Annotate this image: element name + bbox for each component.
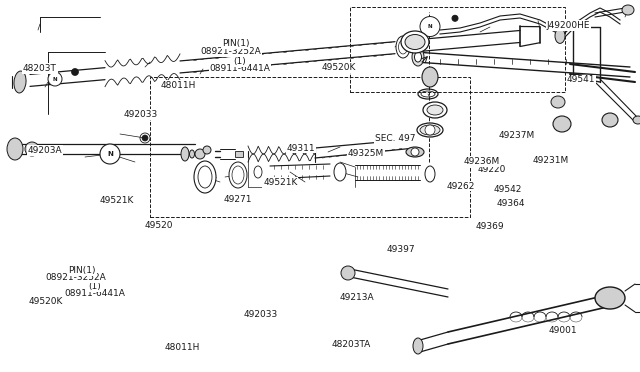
Text: (1): (1) xyxy=(88,282,101,291)
Text: 49311: 49311 xyxy=(287,144,315,153)
Text: PIN(1): PIN(1) xyxy=(68,266,95,275)
Ellipse shape xyxy=(396,36,410,58)
Text: 49271: 49271 xyxy=(224,195,252,203)
Text: N: N xyxy=(428,24,432,29)
Text: 08911-6441A: 08911-6441A xyxy=(209,64,271,73)
Text: 48203T: 48203T xyxy=(23,64,56,73)
Text: N: N xyxy=(52,77,58,81)
Ellipse shape xyxy=(181,147,189,161)
Text: 49364: 49364 xyxy=(497,199,525,208)
Ellipse shape xyxy=(555,28,565,44)
Ellipse shape xyxy=(602,113,618,127)
Ellipse shape xyxy=(14,71,26,93)
Ellipse shape xyxy=(341,266,355,280)
Ellipse shape xyxy=(406,147,424,157)
Text: 49521K: 49521K xyxy=(263,178,298,187)
Text: 48011H: 48011H xyxy=(160,81,196,90)
Text: 49203A: 49203A xyxy=(28,146,62,155)
Text: 49262: 49262 xyxy=(447,182,475,190)
Ellipse shape xyxy=(232,166,244,184)
Text: 49520: 49520 xyxy=(145,221,173,230)
Text: 49236M: 49236M xyxy=(463,157,499,166)
Text: 49520K: 49520K xyxy=(29,297,63,306)
Text: 492033: 492033 xyxy=(124,110,158,119)
Bar xyxy=(150,77,470,217)
Bar xyxy=(235,151,243,157)
Text: J49200HE: J49200HE xyxy=(547,21,590,30)
Text: 49521K: 49521K xyxy=(99,196,134,205)
Text: 08921-3252A: 08921-3252A xyxy=(200,47,260,56)
Text: 49325M: 49325M xyxy=(348,149,384,158)
Text: 49001: 49001 xyxy=(549,326,577,335)
Ellipse shape xyxy=(633,116,640,124)
Text: 49397: 49397 xyxy=(387,246,415,254)
Ellipse shape xyxy=(420,125,440,135)
Ellipse shape xyxy=(551,96,565,108)
Text: 49220: 49220 xyxy=(477,165,506,174)
Circle shape xyxy=(25,142,39,156)
Text: 48203TA: 48203TA xyxy=(331,340,371,349)
Text: 49369: 49369 xyxy=(476,222,504,231)
Ellipse shape xyxy=(423,102,447,118)
Circle shape xyxy=(195,149,205,159)
Ellipse shape xyxy=(254,166,262,178)
Ellipse shape xyxy=(427,105,443,115)
Ellipse shape xyxy=(595,287,625,309)
Bar xyxy=(350,7,565,92)
Ellipse shape xyxy=(198,166,212,188)
Ellipse shape xyxy=(413,338,423,354)
Text: N: N xyxy=(107,151,113,157)
Text: 49541: 49541 xyxy=(567,76,595,84)
Circle shape xyxy=(420,16,440,36)
Circle shape xyxy=(425,125,435,135)
Ellipse shape xyxy=(425,166,435,182)
Text: PIN(1): PIN(1) xyxy=(222,39,249,48)
Circle shape xyxy=(48,72,62,86)
Ellipse shape xyxy=(189,150,195,158)
Ellipse shape xyxy=(194,161,216,193)
Ellipse shape xyxy=(399,40,408,54)
Ellipse shape xyxy=(334,163,346,181)
Ellipse shape xyxy=(417,123,443,137)
Circle shape xyxy=(29,146,35,152)
Ellipse shape xyxy=(553,116,571,132)
Circle shape xyxy=(142,135,148,141)
Text: 49542: 49542 xyxy=(493,185,522,194)
Ellipse shape xyxy=(622,5,634,15)
Text: 49520K: 49520K xyxy=(322,63,356,72)
Circle shape xyxy=(100,144,120,164)
Text: 08911-6441A: 08911-6441A xyxy=(64,289,125,298)
Ellipse shape xyxy=(422,67,438,87)
Circle shape xyxy=(411,148,419,156)
Ellipse shape xyxy=(229,162,247,188)
Ellipse shape xyxy=(405,35,425,49)
Ellipse shape xyxy=(7,138,23,160)
Text: 492033: 492033 xyxy=(244,310,278,319)
Circle shape xyxy=(72,68,79,76)
Circle shape xyxy=(452,15,458,21)
Ellipse shape xyxy=(401,31,429,53)
Ellipse shape xyxy=(415,52,422,62)
Text: SEC. 497: SEC. 497 xyxy=(375,134,416,143)
Text: 49231M: 49231M xyxy=(532,156,568,165)
Circle shape xyxy=(203,146,211,154)
Text: 49213A: 49213A xyxy=(339,293,374,302)
Text: (1): (1) xyxy=(234,57,246,66)
Ellipse shape xyxy=(412,48,424,66)
Text: 48011H: 48011H xyxy=(164,343,200,352)
Text: 08921-3252A: 08921-3252A xyxy=(45,273,106,282)
Text: 49237M: 49237M xyxy=(499,131,535,140)
